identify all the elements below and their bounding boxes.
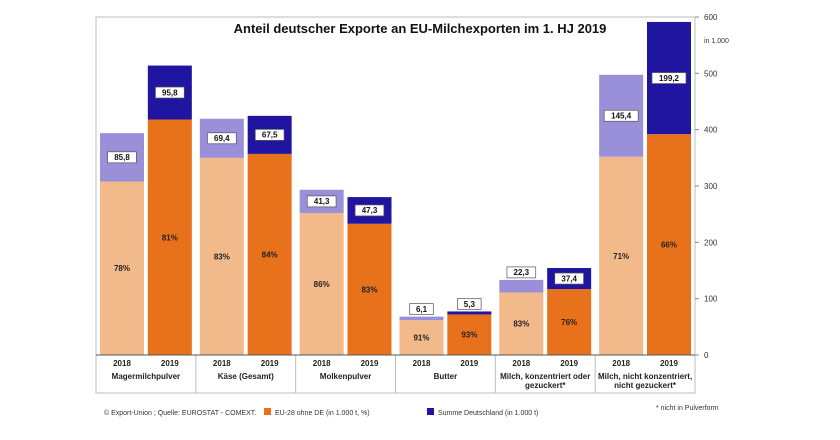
bar-eu-percent-label: 76% — [561, 318, 577, 327]
x-tick-year: 2019 — [660, 359, 678, 368]
y-tick-label: 100 — [704, 295, 718, 304]
plot-frame — [95, 16, 696, 394]
bar-de-value-label: 47,3 — [362, 206, 378, 215]
x-group-label: Magermilchpulver — [112, 372, 180, 381]
bar-de — [399, 316, 444, 321]
x-axis: 2018 2019 Magermilchpulver 2018 2019 Käse (Ge… — [96, 354, 695, 390]
bar-de-value-label: 145,4 — [611, 112, 632, 121]
bar-eu-percent-label: 91% — [413, 334, 429, 343]
bar-de-value-box — [457, 298, 482, 310]
legend-swatch-de — [427, 408, 434, 415]
bar-de-value-box — [354, 204, 385, 217]
legend-label-de: Summe Deutschland (in 1.000 t) — [438, 410, 538, 417]
bar-eu-percent-label: 83% — [361, 285, 377, 294]
footnote: * nicht in Pulverform — [656, 405, 719, 412]
x-group-label: Milch, konzentriert oder gezuckert* — [500, 372, 590, 390]
bar-eu-percent-label: 86% — [314, 280, 330, 289]
bar-de-value-label: 41,3 — [314, 197, 330, 206]
bar-de-value-box — [107, 151, 137, 164]
bar-de — [447, 311, 492, 315]
bar-de-value-label: 37,4 — [561, 274, 577, 283]
legend-label-eu: EU-28 ohne DE (in 1.000 t, %) — [275, 410, 370, 417]
y-tick-label: 300 — [704, 182, 718, 191]
bar-de-value-label: 95,8 — [162, 88, 178, 97]
bar-de — [499, 279, 544, 293]
bar-de-value-label: 6,1 — [416, 305, 428, 314]
x-group-label: Milch, nicht konzentriert, nicht gezucker… — [598, 372, 692, 390]
bar-de-value-box — [409, 303, 434, 315]
x-tick-year: 2018 — [612, 359, 630, 368]
source-note: © Export-Union ; Quelle: EUROSTAT - COME… — [104, 409, 256, 417]
x-tick-year: 2018 — [512, 359, 530, 368]
x-tick-year: 2018 — [313, 359, 331, 368]
x-tick-year: 2019 — [560, 359, 578, 368]
x-tick-year: 2019 — [361, 359, 379, 368]
x-tick-year: 2018 — [113, 359, 131, 368]
bar-de-value-label: 199,2 — [659, 74, 680, 83]
y-tick-label: 500 — [704, 69, 718, 78]
y-tick-label: 200 — [704, 238, 718, 247]
bar-eu-percent-label: 81% — [162, 233, 178, 242]
bar-de-value-label: 85,8 — [114, 153, 130, 162]
bar-de-value-label: 5,3 — [464, 300, 476, 309]
bar-eu — [547, 289, 592, 355]
bar-eu — [247, 153, 292, 355]
bar-eu — [347, 223, 392, 355]
bar-eu — [147, 119, 192, 355]
bar-de-value-box — [651, 72, 687, 84]
y-tick-label: 0 — [704, 351, 709, 360]
bar-eu-percent-label: 71% — [613, 252, 629, 261]
bar-eu — [199, 157, 244, 355]
bars: 78% 85,8 81% 95,8 83% 69,4 84% 67,5 86% 41,3 83% 47… — [100, 21, 691, 355]
x-group-label: Butter — [434, 372, 458, 381]
x-tick-year: 2018 — [213, 359, 231, 368]
x-tick-year: 2019 — [460, 359, 478, 368]
bar-eu-percent-label: 83% — [214, 252, 230, 261]
x-tick-year: 2019 — [261, 359, 279, 368]
bar-de-value-box — [506, 266, 537, 279]
bar-eu — [447, 314, 492, 355]
bar-eu — [499, 292, 544, 355]
bar-de-value-box — [254, 129, 285, 141]
bar-de-value-label: 67,5 — [262, 131, 278, 140]
group-dividers — [195, 355, 596, 393]
x-tick-year: 2018 — [413, 359, 431, 368]
bar-de-value-box — [554, 272, 584, 285]
bar-eu-percent-label: 93% — [461, 331, 477, 340]
legend: EU-28 ohne DE (in 1.000 t, %) Summe Deut… — [264, 408, 538, 417]
y-tick-label: 600 — [704, 13, 718, 22]
bar-eu-percent-label: 83% — [513, 320, 529, 329]
bar-eu — [399, 320, 444, 355]
x-tick-year: 2019 — [161, 359, 179, 368]
bar-de-value-label: 22,3 — [514, 268, 530, 277]
chart-title: Anteil deutscher Exporte an EU-Milchexpo… — [234, 21, 607, 36]
bar-eu-percent-label: 78% — [114, 264, 130, 273]
bar-eu — [647, 134, 691, 355]
bar-eu-percent-label: 84% — [262, 250, 278, 259]
bar-de-value-label: 69,4 — [214, 134, 230, 143]
legend-swatch-eu — [264, 408, 271, 415]
y-axis-unit: in 1.000 — [704, 38, 729, 45]
bar-de-value-box — [155, 86, 185, 99]
bar-de-value-box — [603, 109, 639, 122]
x-group-label: Molkenpulver — [320, 372, 372, 381]
y-tick-label: 400 — [704, 126, 718, 135]
bar-eu — [299, 213, 344, 355]
bar-de-value-box — [306, 195, 337, 208]
bar-eu-percent-label: 66% — [661, 241, 677, 250]
x-group-label: Käse (Gesamt) — [218, 372, 274, 381]
bar-de-value-box — [207, 132, 237, 145]
y-axis: 0 100 200 300 400 500 600 — [694, 13, 718, 360]
bar-eu — [599, 156, 644, 355]
bar-eu — [100, 181, 144, 355]
